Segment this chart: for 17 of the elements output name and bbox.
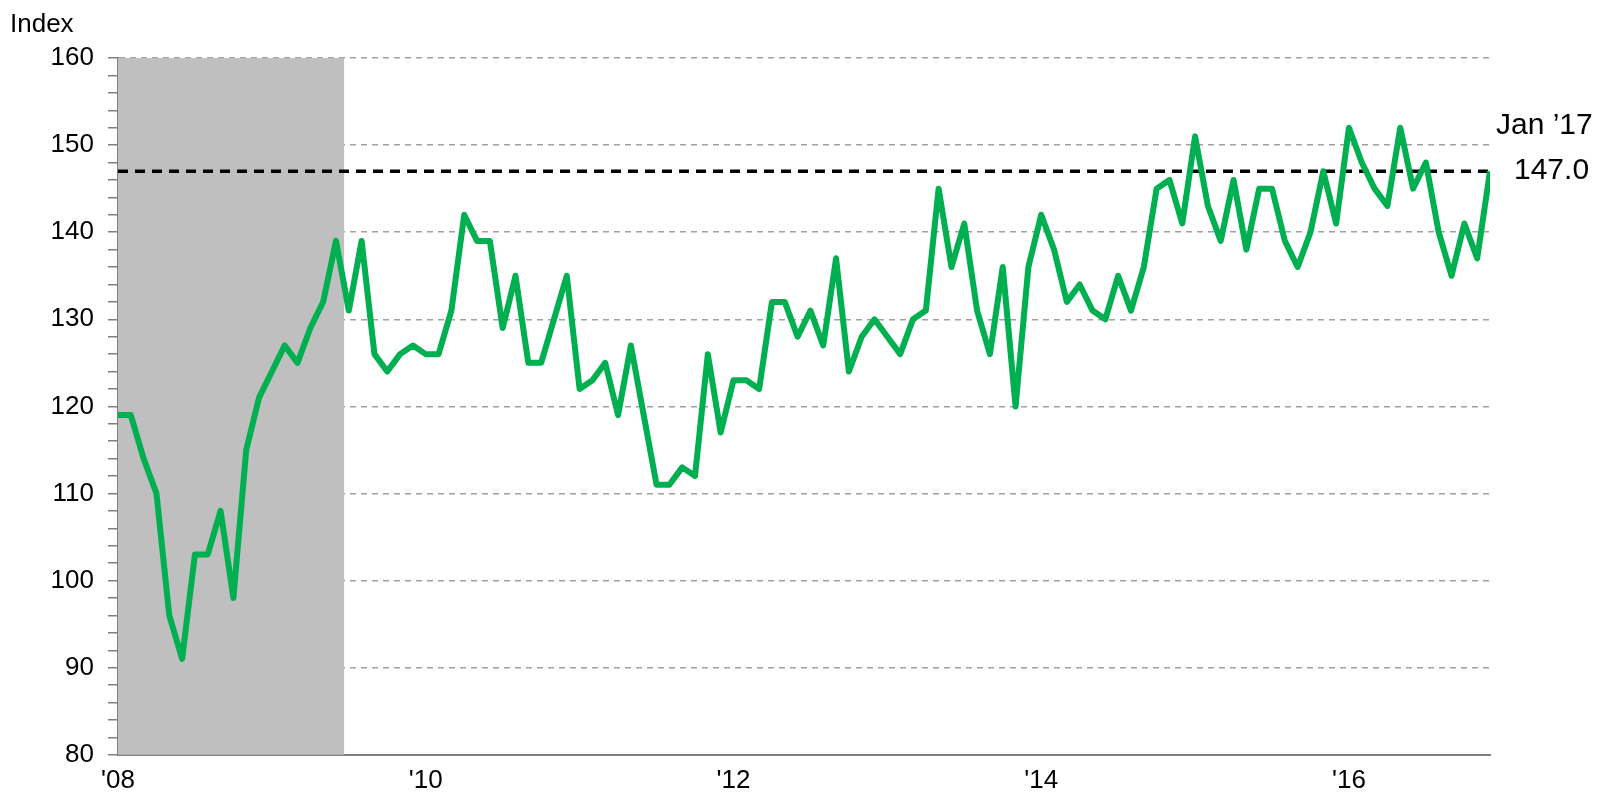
- y-tick-label: 80: [65, 737, 94, 768]
- annotation: 147.0: [1514, 152, 1590, 186]
- y-tick-label: 120: [50, 389, 94, 420]
- y-tick-label: 140: [50, 215, 94, 246]
- y-tick-label: 160: [50, 41, 94, 72]
- x-tick-label: '10: [408, 763, 443, 794]
- y-tick-label: 130: [50, 302, 94, 333]
- y-axis-title: Index: [10, 8, 74, 38]
- y-tick-label: 150: [50, 128, 94, 159]
- y-tick-label: 90: [65, 650, 94, 681]
- x-tick-label: '12: [716, 763, 751, 794]
- x-tick-label: '16: [1332, 763, 1366, 794]
- x-tick-label: '08: [101, 763, 135, 794]
- annotation: Jan ’17: [1496, 107, 1593, 141]
- y-tick-label: 100: [50, 563, 94, 594]
- x-tick-label: '14: [1024, 763, 1059, 794]
- y-tick-label: 110: [52, 476, 94, 507]
